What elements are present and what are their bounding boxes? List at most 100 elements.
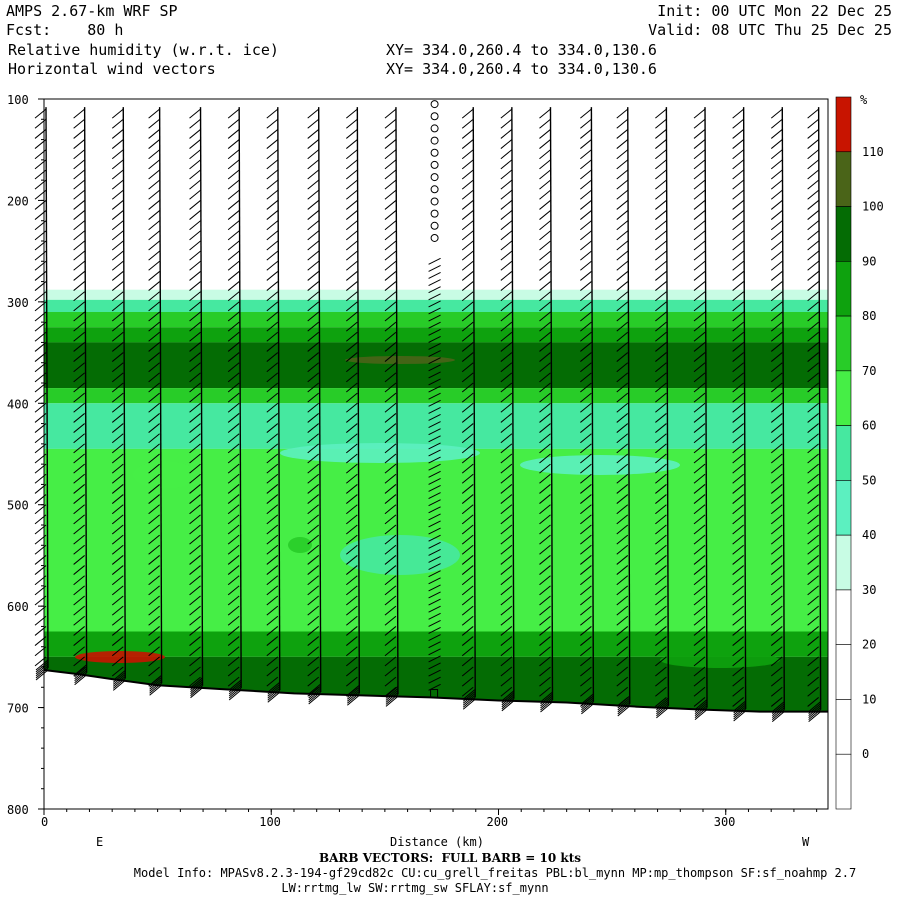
barb-tick xyxy=(428,414,441,421)
barb-flag xyxy=(189,352,201,362)
barb-tick xyxy=(428,676,441,684)
barb-flag xyxy=(693,413,706,423)
barb-flag xyxy=(227,210,240,220)
barb-flag xyxy=(384,626,397,636)
barb-flag xyxy=(148,615,160,626)
barb-flag xyxy=(655,514,667,525)
barb-flag xyxy=(73,656,85,667)
barb-flag xyxy=(539,169,551,180)
barb-flag xyxy=(539,534,551,545)
barb-flag xyxy=(73,210,85,220)
barb-flag xyxy=(807,189,819,200)
y-tick-label: 500 xyxy=(7,499,29,513)
barb-flag xyxy=(189,331,201,342)
barb-flag xyxy=(807,291,819,302)
barb-flag xyxy=(580,453,592,464)
barb-flag xyxy=(384,402,397,413)
barb-flag xyxy=(655,129,667,139)
barb-flag xyxy=(500,331,513,342)
barb-flag xyxy=(655,352,667,362)
barb-flag xyxy=(307,443,320,454)
barb-flag xyxy=(266,402,279,413)
barb-flag xyxy=(461,250,474,261)
barb-flag xyxy=(807,575,819,586)
barb-flag xyxy=(770,514,783,525)
barb-flag xyxy=(807,656,819,667)
barb-flag xyxy=(189,169,201,180)
barb-flag xyxy=(732,504,744,515)
barb-flag xyxy=(732,129,744,139)
barb-flag xyxy=(693,159,706,170)
barb-flag xyxy=(73,463,85,474)
barb-flag xyxy=(616,423,629,433)
barb-tick xyxy=(428,449,441,457)
barb-tick xyxy=(428,548,441,556)
barb-flag xyxy=(732,372,744,383)
barb-flag xyxy=(770,656,783,667)
barb-flag xyxy=(693,666,706,677)
barb-flag xyxy=(807,555,819,565)
barb-flag xyxy=(266,413,279,423)
barb-flag xyxy=(732,443,744,454)
barb-flag xyxy=(770,402,783,413)
calm-circle xyxy=(430,148,439,157)
barb-flag xyxy=(539,413,551,423)
barb-flag xyxy=(384,240,397,251)
barb-flag xyxy=(655,697,667,707)
barb-flag xyxy=(73,260,85,271)
barb-flag xyxy=(189,656,201,667)
barb-flag xyxy=(655,443,667,454)
barb-flag xyxy=(346,534,358,545)
barb-flag xyxy=(539,210,551,220)
barb-flag xyxy=(189,281,201,291)
barb-tick xyxy=(428,470,441,478)
barb-staff xyxy=(395,107,399,695)
barb-tick xyxy=(428,669,441,677)
calm-circle xyxy=(430,136,439,145)
barb-flag xyxy=(693,260,706,271)
barb-flag xyxy=(807,372,819,383)
barb-tick xyxy=(428,520,441,528)
barb-flag xyxy=(73,311,85,322)
barb-flag xyxy=(190,687,203,699)
barb-flag xyxy=(346,372,358,383)
barb-flag xyxy=(500,615,513,626)
barb-flag xyxy=(500,595,513,606)
barb-flag xyxy=(655,484,667,494)
barb-flag xyxy=(266,666,279,677)
barb-flag xyxy=(500,362,513,373)
barb-flag xyxy=(307,585,320,596)
barb-flag xyxy=(580,372,592,383)
barb-flag xyxy=(227,413,240,423)
barb-flag xyxy=(148,494,160,504)
xsection-coords-2: XY= 334.0,260.4 to 334.0,130.6 xyxy=(386,60,657,78)
barb-flag xyxy=(190,683,203,695)
barb-flag xyxy=(539,656,551,667)
barb-flag xyxy=(346,555,358,565)
barb-flag xyxy=(384,494,397,504)
barb-flag xyxy=(346,362,358,373)
barb-flag xyxy=(500,514,513,525)
barb-flag xyxy=(500,118,513,129)
barb-flag xyxy=(307,179,320,190)
barb-flag xyxy=(148,352,160,362)
rh-blob xyxy=(520,455,680,475)
barb-tick xyxy=(428,534,441,542)
barb-flag xyxy=(73,179,85,190)
barb-flag xyxy=(580,595,592,606)
barb-tick xyxy=(428,485,441,492)
barb-flag xyxy=(693,118,706,129)
barb-flag xyxy=(580,220,592,231)
barb-flag xyxy=(807,271,819,281)
barb-flag xyxy=(500,473,513,484)
barb-flag xyxy=(461,413,474,423)
barb-flag xyxy=(266,139,279,149)
barb-flag xyxy=(807,210,819,220)
barb-flag xyxy=(655,342,667,352)
barb-flag xyxy=(266,129,279,139)
barb-flag xyxy=(500,402,513,413)
barb-flag xyxy=(266,676,279,687)
barb-flag xyxy=(384,646,397,657)
barb-tick xyxy=(428,328,441,336)
barb-flag xyxy=(732,605,744,616)
